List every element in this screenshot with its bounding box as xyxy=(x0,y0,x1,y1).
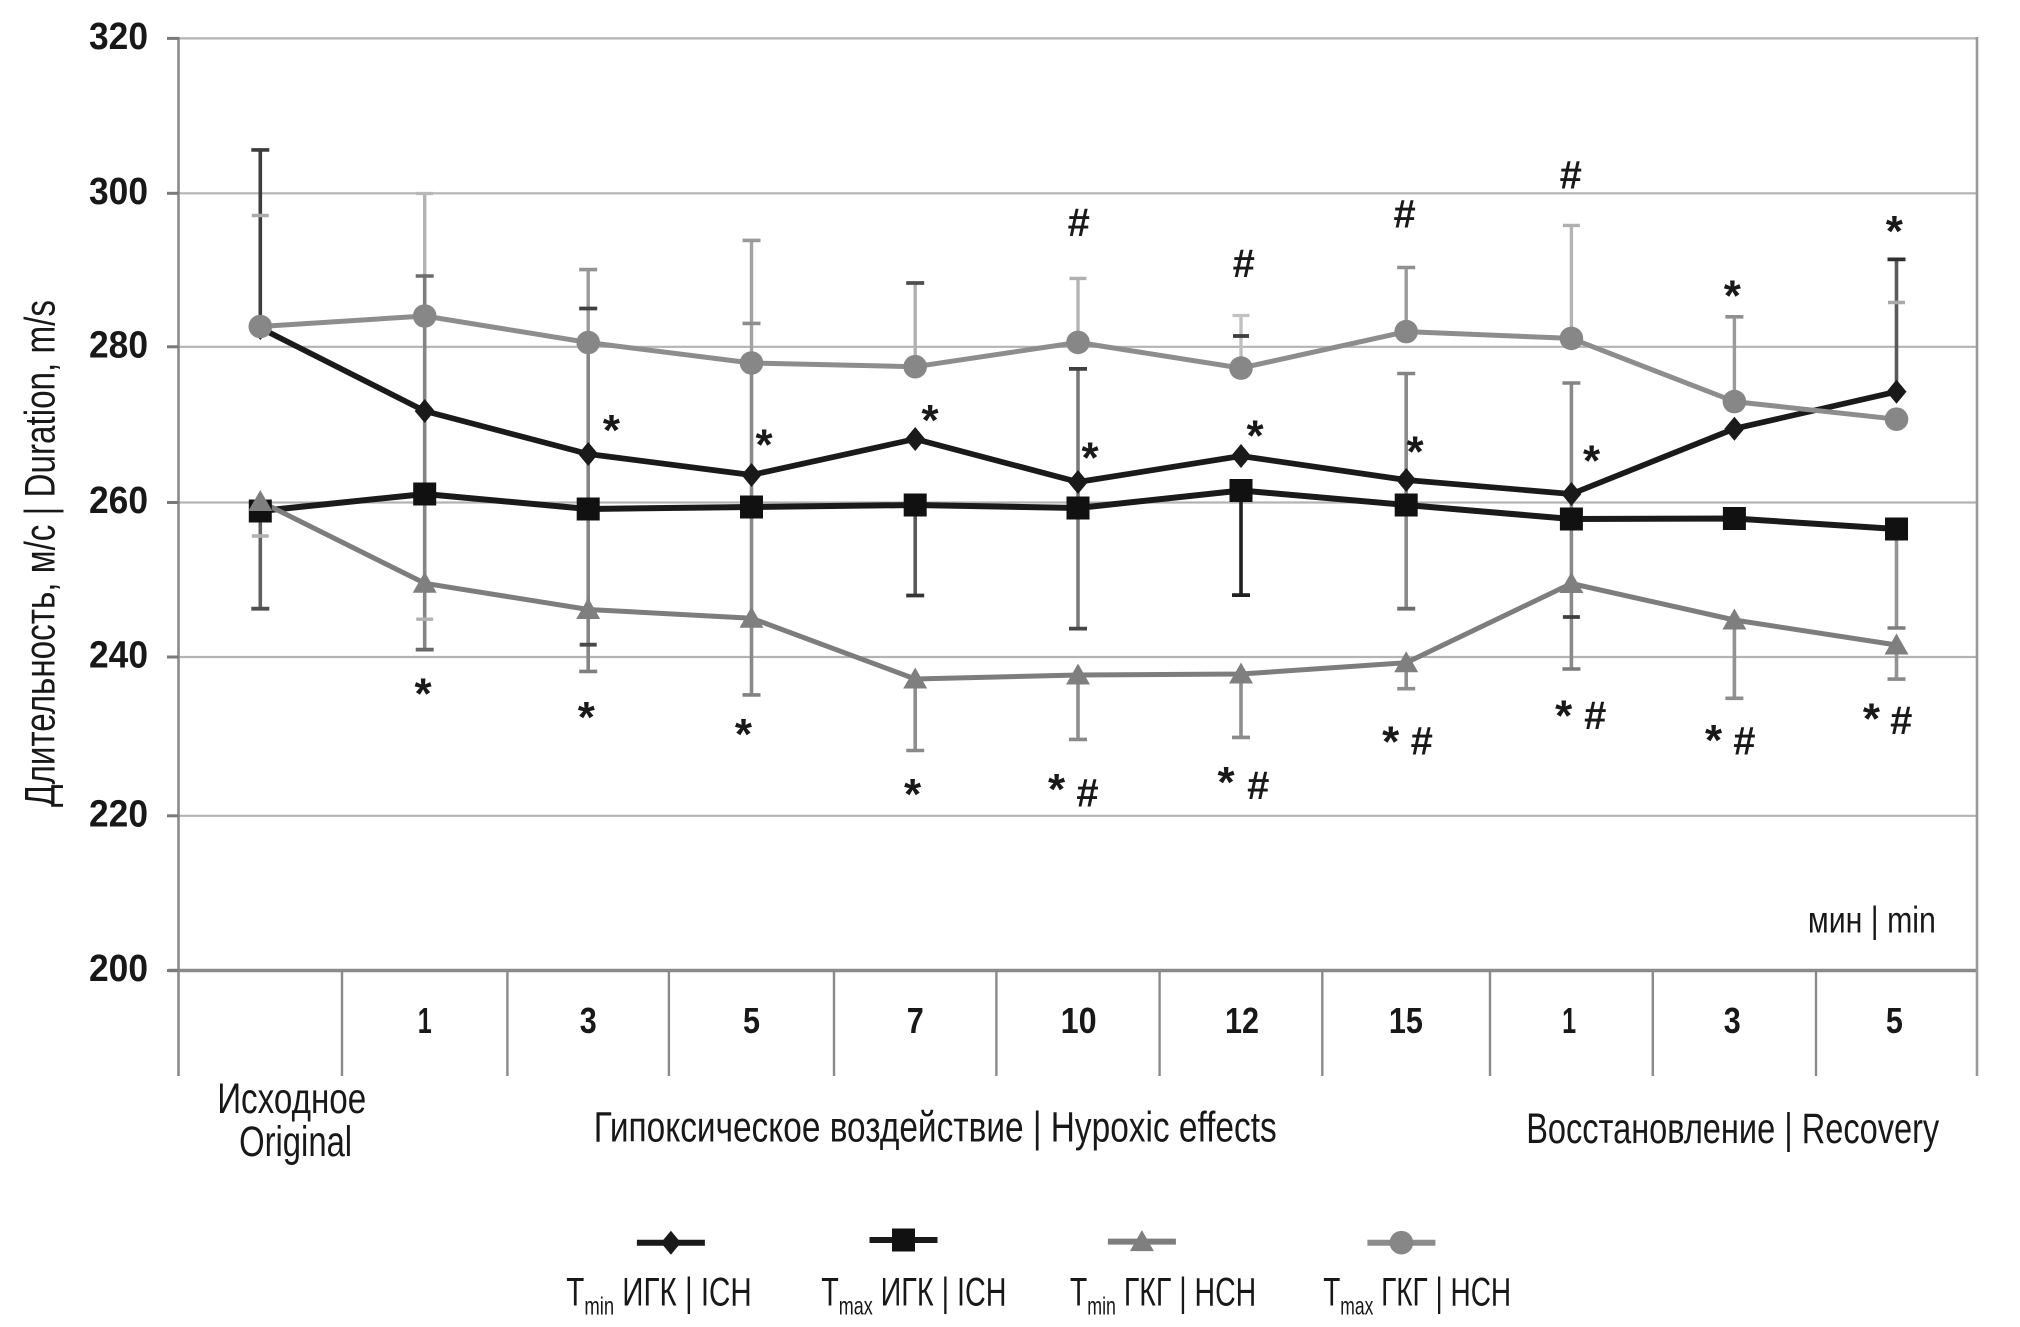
svg-text:*: * xyxy=(1863,695,1881,744)
svg-text:*: * xyxy=(1407,428,1425,477)
svg-text:*: * xyxy=(1247,411,1265,460)
svg-text:#: # xyxy=(1247,764,1269,808)
svg-text:#: # xyxy=(1076,772,1098,816)
svg-text:320: 320 xyxy=(89,16,148,58)
svg-text:#: # xyxy=(1560,153,1582,197)
svg-text:#: # xyxy=(1890,699,1912,743)
svg-text:Восстановление | Recovery: Восстановление | Recovery xyxy=(1526,1105,1939,1153)
svg-text:Гипоксическое воздействие | Hy: Гипоксическое воздействие | Hypoxic effe… xyxy=(594,1104,1277,1152)
svg-text:*: * xyxy=(578,693,596,742)
svg-text:#: # xyxy=(1068,201,1090,245)
svg-text:1: 1 xyxy=(418,1000,432,1041)
svg-text:3: 3 xyxy=(1724,1000,1741,1041)
svg-text:Исходное: Исходное xyxy=(217,1075,366,1123)
svg-text:12: 12 xyxy=(1225,1000,1259,1041)
svg-text:300: 300 xyxy=(89,171,148,213)
svg-text:7: 7 xyxy=(907,1000,924,1041)
svg-text:#: # xyxy=(1584,694,1606,738)
svg-text:15: 15 xyxy=(1389,1000,1423,1041)
svg-text:5: 5 xyxy=(1886,1000,1903,1041)
svg-text:5: 5 xyxy=(743,1000,760,1041)
svg-text:*: * xyxy=(1583,437,1601,486)
svg-text:Original: Original xyxy=(239,1118,352,1166)
svg-text:220: 220 xyxy=(89,793,148,835)
svg-text:*: * xyxy=(1218,758,1236,807)
svg-text:240: 240 xyxy=(89,635,148,677)
svg-text:*: * xyxy=(1705,716,1723,765)
svg-text:#: # xyxy=(1411,720,1433,764)
svg-text:*: * xyxy=(756,420,774,469)
svg-text:10: 10 xyxy=(1061,1000,1097,1041)
svg-text:200: 200 xyxy=(89,948,148,990)
svg-text:Tmin ГКГ | HCH: Tmin ГКГ | HCH xyxy=(1070,1271,1256,1321)
svg-text:*: * xyxy=(904,770,922,819)
svg-text:260: 260 xyxy=(89,480,148,522)
svg-text:*: * xyxy=(1555,691,1573,740)
svg-text:*: * xyxy=(414,669,432,718)
svg-text:1: 1 xyxy=(1562,1000,1576,1041)
svg-text:*: * xyxy=(1724,272,1742,321)
svg-text:#: # xyxy=(1733,720,1755,764)
svg-text:мин | min: мин | min xyxy=(1808,899,1936,940)
svg-text:Длительность, м/с | Duration,: Длительность, м/с | Duration, m/s xyxy=(17,300,65,807)
svg-text:*: * xyxy=(1081,433,1099,482)
svg-text:*: * xyxy=(603,406,621,455)
svg-text:*: * xyxy=(735,710,753,759)
svg-text:*: * xyxy=(921,396,939,445)
svg-text:*: * xyxy=(1048,765,1066,814)
svg-text:3: 3 xyxy=(580,1000,597,1041)
svg-text:#: # xyxy=(1233,242,1255,286)
svg-text:#: # xyxy=(1393,193,1415,237)
svg-text:280: 280 xyxy=(89,324,148,366)
svg-text:*: * xyxy=(1886,207,1904,256)
svg-text:*: * xyxy=(1382,718,1400,767)
